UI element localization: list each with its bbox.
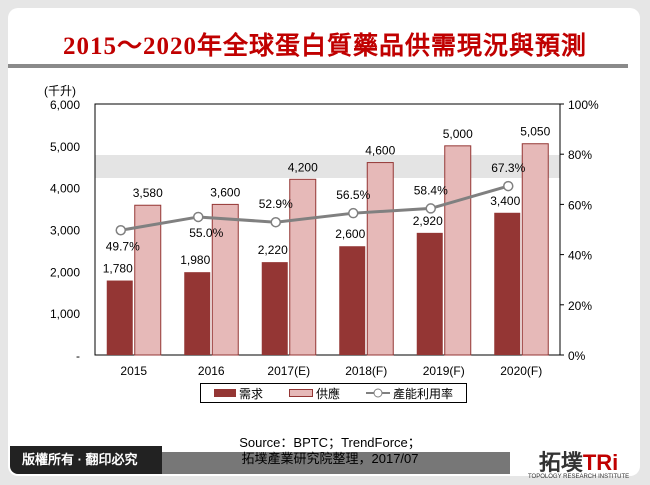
data-label-supply: 3,580 [133,186,163,200]
legend-label: 需求 [238,386,263,401]
bar-supply [134,204,162,356]
x-tick-label: 2020(F) [500,364,542,378]
data-label-utilization: 56.5% [336,188,370,202]
y-tick-label: 1,000 [50,307,80,321]
y2-tick-label: 80% [568,148,592,162]
x-tick-label: 2019(F) [423,364,465,378]
x-tick-label: 2016 [198,364,225,378]
bar-demand [184,272,211,355]
y-tick-label: - [76,349,80,363]
bar-demand [339,246,366,355]
legend-label: 供應 [315,386,340,401]
x-tick-label: 2018(F) [345,364,387,378]
utilization-point [348,207,359,219]
data-label-utilization: 67.3% [491,161,525,175]
data-label-demand: 1,780 [103,262,133,276]
logo: 拓墣TRi TOPOLOGY RESEARCH INSTITUTE [528,450,630,481]
bar-demand [416,232,443,355]
legend-supply: 供應 [288,385,340,402]
bar-supply [444,145,472,356]
data-label-demand: 1,980 [180,253,210,267]
footer-bar [150,452,510,474]
logo-en: TRi [582,450,619,475]
y2-tick-label: 100% [568,98,599,112]
data-label-supply: 5,050 [520,125,550,139]
copyright: 版權所有 · 翻印必究 [10,446,162,474]
bar-demand [106,280,133,355]
data-label-demand: 2,920 [413,214,443,228]
x-tick-label: 2017(E) [267,364,310,378]
data-label-supply: 4,200 [288,160,318,174]
legend-utilization: 產能利用率 [365,385,453,402]
y-tick-label: 6,000 [50,98,80,112]
utilization-point [425,203,436,214]
y2-tick-label: 60% [568,198,592,212]
data-label-demand: 2,220 [258,243,288,257]
utilization-point [193,211,204,223]
utilization-point [503,180,514,192]
data-label-supply: 3,600 [210,185,240,199]
data-label-utilization: 55.0% [189,226,223,240]
y2-tick-label: 40% [568,249,592,263]
bar-supply [366,162,394,356]
y-tick-label: 5,000 [50,140,80,154]
legend: 需求 供應 產能利用率 [200,383,467,403]
y2-tick-label: 20% [568,299,592,313]
bar-demand [494,212,521,355]
data-label-utilization: 49.7% [106,239,140,253]
data-label-utilization: 58.4% [414,183,448,197]
plot-area [94,103,561,356]
logo-cn: 拓墣 [538,450,583,475]
y-tick-label: 2,000 [50,265,80,279]
bar-supply [211,203,239,356]
data-label-utilization: 52.9% [259,197,293,211]
legend-demand: 需求 [213,385,263,402]
data-label-demand: 3,400 [490,194,520,208]
x-tick-label: 2015 [120,364,147,378]
utilization-point [270,216,281,228]
source-line: 拓墣產業研究院整理，2017/07 [241,451,419,466]
y2-tick-label: 0% [568,349,586,363]
utilization-point [115,225,126,236]
bar-demand [261,262,288,355]
data-label-demand: 2,600 [335,227,365,241]
bar-supply [289,178,317,356]
divider [8,64,628,68]
bar-supply [521,143,549,356]
logo-sub: TOPOLOGY RESEARCH INSTITUTE [528,474,630,480]
legend-label: 產能利用率 [392,386,453,401]
y-tick-label: 3,000 [50,224,80,238]
page-title: 2015～2020年全球蛋白質藥品供需現況與預測 [62,33,587,60]
utilization-line [120,184,509,232]
data-label-supply: 5,000 [443,127,473,141]
source-note: Source：BPTC；TrendForce； 拓墣產業研究院整理，2017/07 [180,435,480,467]
line-marker-icon [365,388,390,398]
highlight-band [95,155,560,178]
y-tick-label: 4,000 [50,182,80,196]
y-axis-label: (千升) [44,84,76,98]
data-label-supply: 4,600 [365,144,395,158]
source-line: Source：BPTC；TrendForce； [239,435,421,450]
